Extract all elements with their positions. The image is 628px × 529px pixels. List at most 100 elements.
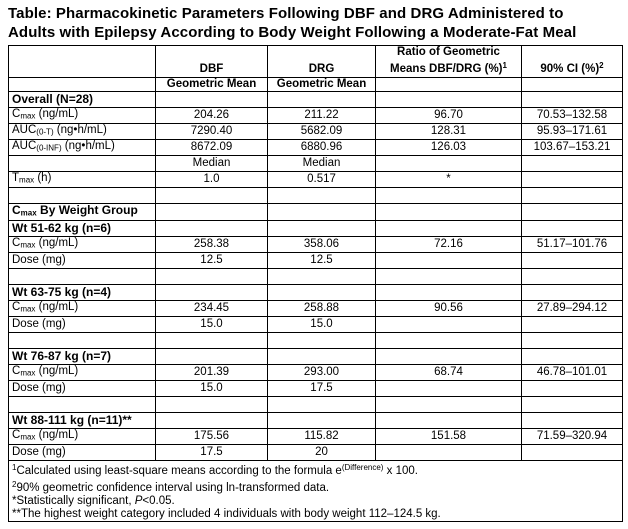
data-row: Cmax (ng/mL) 204.26 211.22 96.70 70.53–132.5… bbox=[8, 107, 623, 124]
text-segment: AUC bbox=[12, 124, 37, 137]
text-segment: C bbox=[12, 108, 21, 121]
value-cell bbox=[375, 251, 522, 269]
subheader-empty-cell bbox=[521, 77, 623, 92]
value-cell: Median bbox=[267, 155, 376, 172]
text-segment: Dose (mg) bbox=[12, 381, 66, 394]
text-segment: Dose (mg) bbox=[12, 445, 66, 458]
text-segment: <0.05. bbox=[142, 494, 175, 507]
footnotes-row: 1Calculated using least-square means acc… bbox=[8, 459, 623, 522]
value-cell: 95.93–171.61 bbox=[521, 123, 623, 140]
row-label-cell: Cmax (ng/mL) bbox=[8, 363, 156, 381]
value-cell bbox=[521, 187, 623, 204]
data-row: AUC(0-T) (ng•h/mL) 7290.40 5682.09 128.31 95… bbox=[8, 123, 623, 140]
value-cell: Median bbox=[155, 155, 268, 172]
row-label-cell bbox=[8, 331, 156, 349]
value-cell: 12.5 bbox=[155, 251, 268, 269]
value-cell: 15.0 bbox=[155, 379, 268, 397]
value-cell: 115.82 bbox=[267, 427, 376, 445]
text-segment: P bbox=[134, 494, 143, 507]
value-cell bbox=[155, 347, 268, 365]
value-cell: * bbox=[375, 171, 522, 188]
value-cell: 68.74 bbox=[375, 363, 522, 381]
corner-cell bbox=[8, 45, 156, 78]
row-label-cell: AUC(0-T) (ng•h/mL) bbox=[8, 123, 156, 140]
value-cell bbox=[375, 91, 522, 108]
subheader-empty-cell bbox=[8, 77, 156, 92]
row-label-cell bbox=[8, 187, 156, 204]
document-title: Table: Pharmacokinetic Parameters Follow… bbox=[8, 4, 622, 42]
value-cell: 51.17–101.76 bbox=[521, 235, 623, 253]
row-label-cell: Wt 88-111 kg (n=11)** bbox=[8, 411, 156, 429]
data-row: Dose (mg) 15.0 15.0 bbox=[8, 315, 623, 333]
value-cell: 17.5 bbox=[155, 443, 268, 461]
dbf-column-header: DBF bbox=[155, 45, 268, 78]
value-cell bbox=[375, 219, 522, 237]
text-segment: Means DBF/DRG (%) bbox=[390, 63, 503, 75]
text-segment: max bbox=[20, 240, 36, 250]
text-segment: x 100. bbox=[383, 464, 419, 477]
value-cell: 6880.96 bbox=[267, 139, 376, 156]
geometric-mean-subheader: Geometric Mean bbox=[267, 77, 376, 92]
ci-column-header: 90% CI (%)2 bbox=[521, 45, 623, 78]
value-cell bbox=[155, 395, 268, 413]
text-segment: C bbox=[12, 300, 21, 313]
value-cell bbox=[155, 411, 268, 429]
text-segment: Dose (mg) bbox=[12, 317, 66, 330]
blank-row bbox=[8, 395, 623, 413]
value-cell bbox=[375, 411, 522, 429]
data-row: Dose (mg) 17.5 20 bbox=[8, 443, 623, 461]
value-cell bbox=[375, 395, 522, 413]
value-cell: 72.16 bbox=[375, 235, 522, 253]
text-segment: T bbox=[12, 172, 20, 185]
text-segment: C bbox=[12, 203, 21, 217]
row-label-cell: Wt 76-87 kg (n=7) bbox=[8, 347, 156, 365]
text-segment: (ng/mL) bbox=[35, 236, 79, 249]
value-cell: 103.67–153.21 bbox=[521, 139, 623, 156]
value-cell bbox=[375, 443, 522, 461]
subheader-empty-cell bbox=[375, 77, 522, 92]
text-segment: (ng/mL) bbox=[35, 364, 79, 377]
value-cell: 1.0 bbox=[155, 171, 268, 188]
value-cell: 71.59–320.94 bbox=[521, 427, 623, 445]
footnote-line: 290% geometric confidence interval using… bbox=[12, 478, 619, 495]
data-row: Cmax (ng/mL) 258.38 358.06 72.16 51.17–101.7… bbox=[8, 235, 623, 253]
footnote-line: *Statistically significant, P<0.05. bbox=[12, 495, 619, 508]
row-label-cell bbox=[8, 395, 156, 413]
text-segment: (ng•h/mL) bbox=[53, 124, 107, 137]
value-cell bbox=[375, 267, 522, 285]
value-cell bbox=[521, 395, 623, 413]
value-cell bbox=[155, 91, 268, 108]
value-cell: 27.89–294.12 bbox=[521, 299, 623, 317]
text-segment: (ng/mL) bbox=[35, 108, 79, 121]
value-cell bbox=[521, 331, 623, 349]
pk-table: DBF DRG Ratio of Geometric Means DBF/DRG… bbox=[8, 45, 623, 522]
value-cell bbox=[521, 155, 623, 172]
text-segment: Wt 88-111 kg (n=11)** bbox=[12, 412, 132, 427]
value-cell bbox=[521, 203, 623, 221]
value-cell: 151.58 bbox=[375, 427, 522, 445]
group-row: Wt 63-75 kg (n=4) bbox=[8, 283, 623, 301]
row-label-cell: Cmax (ng/mL) bbox=[8, 235, 156, 253]
text-segment: 90% CI (%) bbox=[540, 63, 600, 75]
value-cell: 204.26 bbox=[155, 107, 268, 124]
geometric-mean-subheader: Geometric Mean bbox=[155, 77, 268, 92]
value-cell: 0.517 bbox=[267, 171, 376, 188]
text-segment: Wt 51-62 kg (n=6) bbox=[12, 220, 112, 235]
value-cell bbox=[267, 203, 376, 221]
title-line-2: Adults with Epilepsy According to Body W… bbox=[8, 24, 577, 41]
group-row: Cmax By Weight Group bbox=[8, 203, 623, 221]
table-header-row: DBF DRG Ratio of Geometric Means DBF/DRG… bbox=[8, 45, 623, 78]
row-label-cell: Wt 51-62 kg (n=6) bbox=[8, 219, 156, 237]
value-cell bbox=[375, 203, 522, 221]
value-cell: 46.78–101.01 bbox=[521, 363, 623, 381]
value-cell: 8672.09 bbox=[155, 139, 268, 156]
value-cell bbox=[521, 283, 623, 301]
value-cell: 15.0 bbox=[155, 315, 268, 333]
group-row: Wt 76-87 kg (n=7) bbox=[8, 347, 623, 365]
value-cell bbox=[521, 443, 623, 461]
row-label-cell: Dose (mg) bbox=[8, 443, 156, 461]
text-segment: 1 bbox=[12, 462, 17, 472]
text-segment: max bbox=[19, 175, 35, 185]
text-segment: (0-T) bbox=[36, 127, 54, 137]
data-row: Dose (mg) 15.0 17.5 bbox=[8, 379, 623, 397]
